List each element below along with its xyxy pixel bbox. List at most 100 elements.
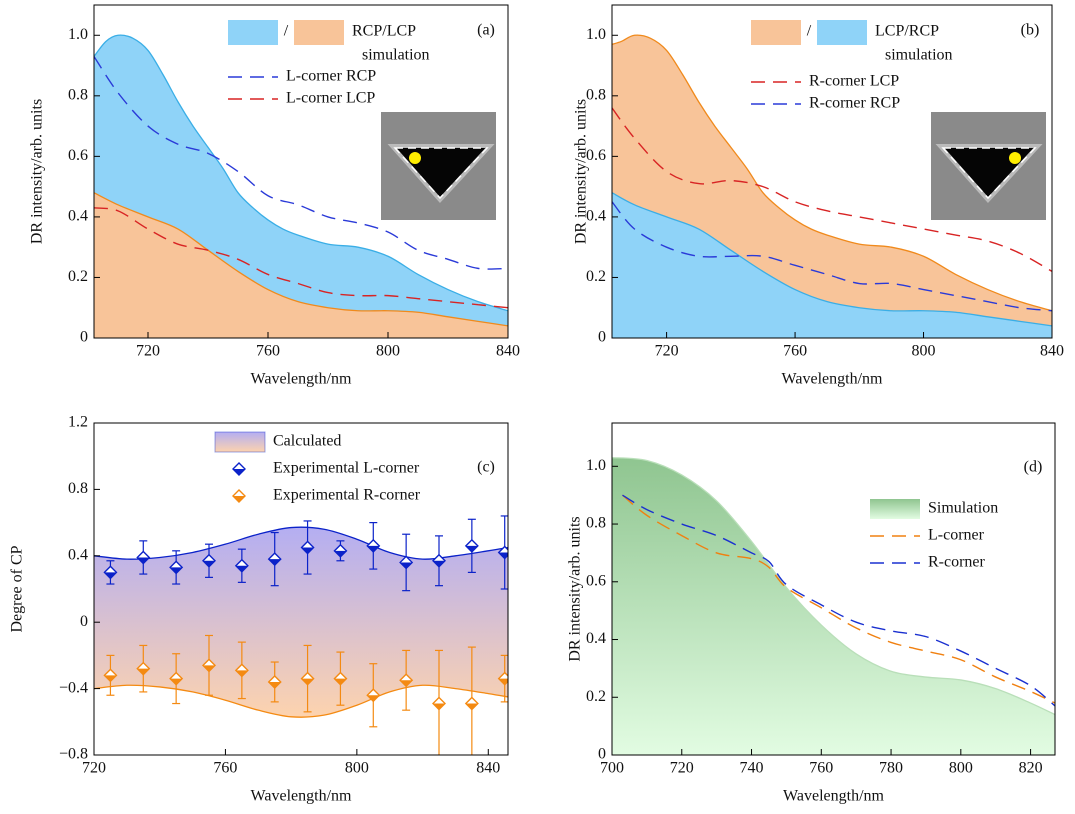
band-lower xyxy=(94,684,508,718)
legend-label: Experimental L-corner xyxy=(273,460,420,477)
y-tick-label: 0.8 xyxy=(68,480,88,497)
legend: Calculated Experimental L-corner Experimen… xyxy=(214,431,421,504)
y-tick-label: 0.8 xyxy=(68,86,88,103)
y-tick-label: 0.6 xyxy=(586,572,606,589)
legend-swatch xyxy=(228,20,278,45)
legend-label: RCP/LCP xyxy=(352,23,416,40)
y-tick-label: −0.8 xyxy=(59,746,88,763)
marker-half xyxy=(104,675,117,682)
y-tick-label: 0.4 xyxy=(586,208,606,225)
legend-label: LCP/RCP xyxy=(875,23,939,40)
dashed-line xyxy=(612,107,1052,273)
area-line xyxy=(612,456,1055,716)
x-tick-label: 760 xyxy=(809,760,833,777)
plot-area xyxy=(94,515,508,755)
legend: / RCP/LCP simulation L-corner RCP L-corner L… xyxy=(228,20,430,107)
marker-half xyxy=(367,695,380,702)
marker-half xyxy=(465,545,478,552)
y-tick-label: 0.2 xyxy=(68,268,88,285)
legend-label: L-corner RCP xyxy=(286,68,376,85)
y-tick-label: 0.4 xyxy=(68,208,88,225)
x-tick-label: 780 xyxy=(879,760,903,777)
plot-area xyxy=(612,456,1055,755)
x-tick-label: 760 xyxy=(783,343,807,360)
area-line xyxy=(94,34,508,312)
legend: Simulation L-corner R-corner xyxy=(870,499,998,571)
x-tick-label: 820 xyxy=(1019,760,1043,777)
panel: 700 720 740 760 780 800 820 0 0.2 0.4 0.6 0.8 1.0 Wav… xyxy=(567,422,1056,805)
x-axis-label: Wavelength/nm xyxy=(782,371,883,388)
inset-b xyxy=(931,112,1046,220)
y-axis-label: DR intensity/arb. units xyxy=(567,516,584,661)
marker-half xyxy=(498,678,508,685)
legend-swatch xyxy=(294,20,344,45)
marker-half xyxy=(433,560,445,567)
x-tick-label: 800 xyxy=(912,343,936,360)
y-tick-label: 1.2 xyxy=(68,414,88,431)
legend-separator: / xyxy=(807,23,812,40)
legend-label: R-corner RCP xyxy=(809,95,900,112)
legend-swatch xyxy=(214,431,266,453)
marker-half xyxy=(137,557,150,564)
legend: / LCP/RCP simulation R-corner LCP R-corner R… xyxy=(751,20,953,112)
marker-half xyxy=(235,565,248,572)
legend-separator: / xyxy=(284,23,289,40)
marker-half xyxy=(433,703,445,710)
plot-area xyxy=(612,34,1052,338)
y-tick-label: 0.8 xyxy=(586,86,606,103)
marker-half xyxy=(367,545,380,552)
area-line xyxy=(612,192,1052,327)
panel-label: (b) xyxy=(1021,22,1040,39)
inset-spot xyxy=(1009,152,1021,164)
x-tick-label: 840 xyxy=(1040,343,1064,360)
legend-label: L-corner LCP xyxy=(286,90,375,107)
legend-label: Experimental R-corner xyxy=(273,487,421,504)
legend-label: R-corner xyxy=(928,554,986,571)
legend-label: Calculated xyxy=(273,433,341,450)
marker-half xyxy=(137,668,150,675)
panel-label: (d) xyxy=(1024,459,1043,476)
y-tick-label: 0.2 xyxy=(586,688,606,705)
area-line xyxy=(612,34,1052,312)
y-tick-label: 0 xyxy=(598,746,606,763)
legend-swatch xyxy=(751,20,801,45)
x-tick-label: 800 xyxy=(376,343,400,360)
axes-frame xyxy=(611,422,1056,756)
marker-half xyxy=(170,678,183,685)
marker-half xyxy=(301,678,314,685)
legend-label: Simulation xyxy=(928,500,998,517)
x-axis-label: Wavelength/nm xyxy=(783,788,884,805)
y-axis-label: Degree of CP xyxy=(9,545,26,632)
inset-spot xyxy=(409,152,421,164)
x-tick-label: 840 xyxy=(496,343,520,360)
y-tick-label: 0.6 xyxy=(68,147,88,164)
y-tick-label: 1.0 xyxy=(68,26,88,43)
x-tick-label: 800 xyxy=(345,760,369,777)
legend-sublabel: simulation xyxy=(885,47,953,64)
x-tick-label: 720 xyxy=(136,343,160,360)
area-fill xyxy=(612,192,1052,338)
legend-marker-half xyxy=(233,496,245,502)
x-tick-label: 740 xyxy=(740,760,764,777)
panel: 720 760 800 840 0 0.2 0.4 0.6 0.8 1.0 Wavelength/n… xyxy=(573,4,1064,388)
panel-label: (c) xyxy=(477,459,495,476)
dashed-line xyxy=(94,56,508,270)
x-tick-label: 720 xyxy=(670,760,694,777)
panel: 720 760 800 840 −0.8 −0.4 0 0.4 0.8 1.2 Wavelength… xyxy=(9,414,509,805)
legend-label: R-corner LCP xyxy=(809,73,899,90)
legend-label: L-corner xyxy=(928,527,985,544)
x-tick-label: 700 xyxy=(600,760,624,777)
x-tick-label: 720 xyxy=(82,760,106,777)
y-axis-label: DR intensity/arb. units xyxy=(573,99,590,244)
x-tick-label: 840 xyxy=(476,760,500,777)
inset-a xyxy=(381,112,496,220)
axes-frame xyxy=(611,4,1053,339)
y-tick-label: 0.6 xyxy=(586,147,606,164)
marker-half xyxy=(400,562,413,569)
y-tick-label: 1.0 xyxy=(586,457,606,474)
x-tick-label: 800 xyxy=(949,760,973,777)
dashed-line xyxy=(622,494,1055,707)
x-axis-label: Wavelength/nm xyxy=(251,371,352,388)
